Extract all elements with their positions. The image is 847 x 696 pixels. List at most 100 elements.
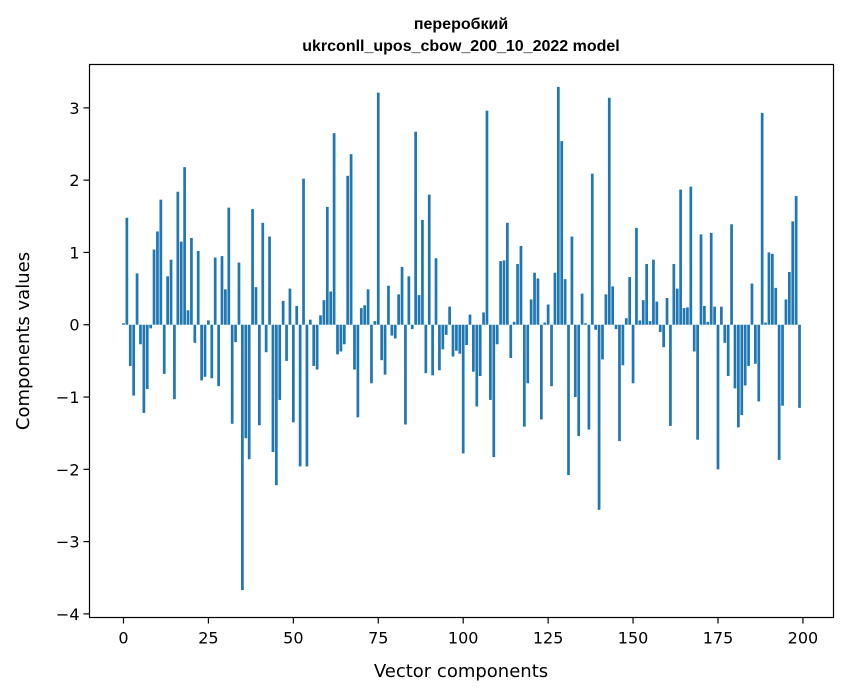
y-tick-label: 2 [69, 171, 79, 190]
bar-98 [455, 324, 458, 351]
bar-44 [271, 324, 275, 452]
bar-106 [482, 312, 485, 325]
bar-41 [261, 222, 265, 325]
bar-168 [692, 324, 696, 352]
bar-197 [791, 221, 795, 325]
bar-28 [217, 324, 220, 387]
bar-164 [679, 189, 682, 325]
bar-171 [703, 305, 706, 325]
bar-184 [747, 324, 750, 366]
bar-149 [628, 277, 632, 325]
bar-102 [468, 314, 472, 325]
bar-135 [580, 293, 584, 325]
bar-0 [122, 323, 125, 325]
bar-124 [543, 322, 547, 325]
chart-title-line1: переробкий [414, 16, 508, 33]
bar-142 [604, 294, 608, 325]
bar-76 [380, 324, 384, 361]
bar-174 [713, 306, 716, 325]
bar-91 [431, 324, 434, 376]
bar-138 [590, 173, 594, 325]
bar-38 [251, 209, 254, 325]
bar-22 [196, 251, 200, 325]
bar-103 [472, 324, 475, 372]
x-tick-label: 25 [198, 629, 218, 648]
y-tick-label: 3 [69, 99, 79, 118]
bar-47 [281, 300, 285, 325]
bar-72 [366, 289, 370, 325]
bar-111 [499, 261, 502, 325]
bar-24 [203, 324, 207, 377]
bar-27 [213, 257, 217, 325]
bar-191 [770, 253, 774, 325]
bar-194 [781, 324, 784, 406]
bar-6 [142, 324, 146, 413]
x-tick-label: 125 [533, 629, 564, 648]
bar-5 [139, 324, 142, 345]
bar-81 [397, 294, 401, 325]
bar-181 [737, 324, 740, 428]
bar-121 [533, 272, 536, 325]
bar-110 [495, 324, 499, 345]
plot-frame [88, 63, 835, 619]
bar-17 [179, 241, 183, 325]
x-tick-label: 175 [703, 629, 734, 648]
bar-62 [332, 133, 336, 325]
bar-37 [247, 324, 251, 460]
bar-186 [754, 324, 757, 364]
bar-12 [162, 324, 166, 374]
y-tick-label: −4 [56, 605, 80, 624]
y-tick-label: 0 [69, 316, 79, 335]
bar-42 [264, 324, 268, 353]
bar-180 [733, 324, 737, 389]
bar-190 [767, 252, 771, 325]
bar-67 [349, 154, 353, 325]
bar-35 [241, 324, 244, 591]
y-tick-label: −3 [56, 533, 80, 552]
bar-179 [730, 224, 733, 325]
bar-131 [567, 324, 570, 476]
bar-114 [509, 324, 513, 358]
bar-128 [556, 86, 560, 325]
bar-7 [145, 324, 149, 390]
bar-188 [760, 112, 764, 325]
bar-116 [516, 264, 519, 325]
bar-92 [434, 258, 438, 325]
bar-11 [159, 199, 163, 325]
bar-177 [723, 324, 727, 343]
bar-162 [672, 264, 676, 325]
bar-189 [764, 322, 767, 325]
bar-36 [244, 324, 248, 439]
bar-140 [597, 324, 601, 510]
y-tick-label: −1 [56, 388, 80, 407]
bar-53 [302, 178, 305, 325]
bar-21 [193, 324, 197, 343]
bar-69 [356, 324, 360, 418]
bar-141 [601, 324, 604, 360]
bar-132 [570, 236, 574, 325]
bar-50 [291, 324, 295, 423]
bar-93 [438, 324, 441, 371]
bar-117 [519, 245, 523, 325]
bar-113 [506, 222, 509, 325]
bar-51 [295, 305, 299, 325]
bar-143 [607, 97, 611, 325]
bar-43 [268, 236, 271, 325]
bar-148 [624, 318, 628, 325]
bar-90 [427, 194, 431, 325]
bar-144 [611, 286, 615, 325]
bar-84 [407, 276, 411, 325]
bar-78 [387, 285, 390, 325]
bar-150 [631, 324, 635, 384]
bar-89 [424, 324, 428, 374]
bar-155 [648, 321, 652, 325]
bar-198 [794, 196, 798, 325]
bar-120 [529, 299, 533, 325]
bar-83 [404, 324, 407, 425]
bar-56 [312, 324, 316, 366]
bar-68 [353, 324, 356, 370]
bar-152 [638, 320, 642, 325]
bar-33 [234, 324, 237, 343]
bar-31 [227, 207, 231, 325]
bar-58 [319, 315, 322, 325]
